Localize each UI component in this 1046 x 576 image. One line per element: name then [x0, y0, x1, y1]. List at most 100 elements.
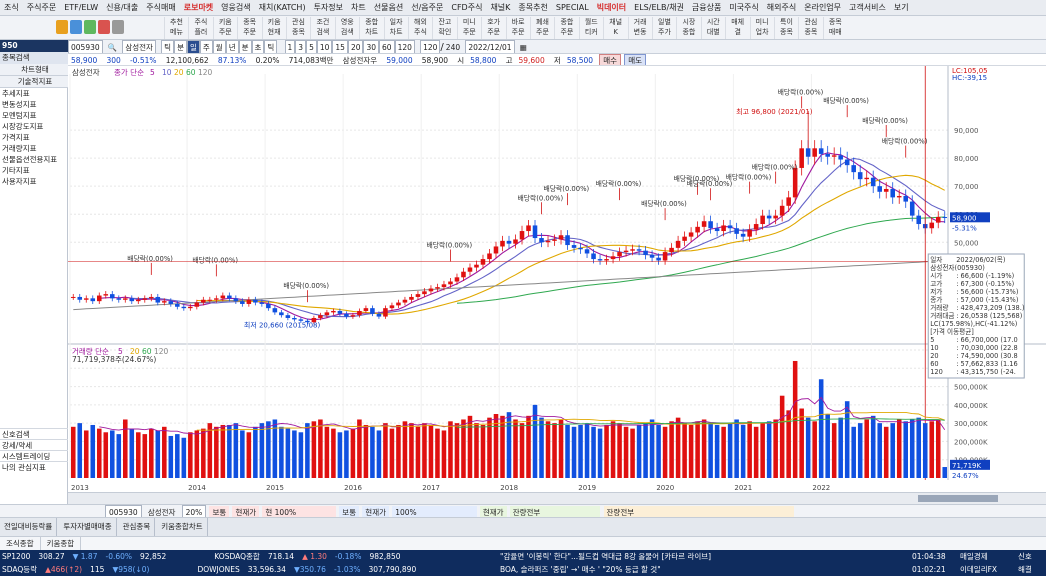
toolbar-button[interactable]: 거래 변동	[627, 17, 652, 39]
menu-item[interactable]: 선물옵션	[373, 3, 404, 12]
sidebar-bottom-item[interactable]: 강세/약세	[0, 439, 68, 451]
menu-item[interactable]: ETF/ELW	[64, 3, 99, 12]
toolbar-button[interactable]: 월드 티커	[578, 17, 603, 39]
box3-label[interactable]: 현재가	[479, 506, 507, 517]
sidebar-indicator-item[interactable]: 사용자지표	[2, 177, 37, 186]
window-tab[interactable]: 투자자별매매종	[59, 518, 117, 536]
sidebar-indicator-item[interactable]: 변동성지표	[2, 100, 37, 109]
menu-item[interactable]: 금융상품	[691, 3, 722, 12]
box1-status[interactable]: 현재가	[232, 506, 260, 517]
toolbar-button[interactable]: 종합 주문	[554, 17, 578, 39]
toolbar-button[interactable]: 해외 주식	[408, 17, 432, 39]
interval-button[interactable]: 30	[363, 40, 380, 53]
ticker-right1[interactable]: 신호	[1018, 552, 1032, 561]
menu-item[interactable]: 해외주식	[766, 3, 797, 12]
box2-status[interactable]: 현재가	[362, 506, 389, 517]
period-button[interactable]: 일	[186, 40, 200, 53]
menu-item[interactable]: 선/옵주문	[411, 3, 444, 12]
menu-item[interactable]: 신용/대출	[106, 3, 139, 12]
toolbar-button[interactable]: 채널 K	[603, 17, 627, 39]
sidebar-indicator-item[interactable]: 선물옵션전용지표	[2, 155, 58, 164]
menu-item[interactable]: 재치(KATCH)	[258, 3, 306, 12]
view-tab[interactable]: 키움종합	[41, 537, 82, 550]
news-line1[interactable]: "감율면 '이봉릭' 한다"...될드컵 역대급 8강 올물어 [카타르 라이브…	[500, 552, 712, 561]
menu-item[interactable]: 주식매매	[146, 3, 176, 12]
menu-item[interactable]: 조식	[4, 3, 19, 12]
box1-label[interactable]: 보통	[209, 506, 230, 517]
ticker-right2[interactable]: 해결	[1018, 565, 1032, 574]
period-button[interactable]: 년	[225, 40, 239, 53]
toolbar-button[interactable]: 미니 업차	[749, 17, 774, 39]
toolbar-app-icon[interactable]	[84, 20, 96, 34]
toolbar-button[interactable]: 미니 주문	[456, 17, 481, 39]
menu-item[interactable]: 빅데이터	[596, 3, 627, 12]
sidebar-bottom-item[interactable]: 시스템트레이딩	[0, 450, 68, 462]
toolbar-button[interactable]: 시간 대별	[700, 17, 725, 39]
code-input[interactable]: 005930	[68, 40, 103, 53]
toolbar-button[interactable]: 시장 종합	[676, 17, 700, 39]
interval-button[interactable]: 3	[295, 40, 307, 53]
menu-item[interactable]: 주식주문	[26, 3, 57, 12]
toolbar-app-icon[interactable]	[112, 20, 124, 34]
window-code[interactable]: 950	[0, 40, 68, 52]
menu-item[interactable]: 종목추천	[518, 3, 548, 12]
calendar-icon[interactable]: ▦	[519, 43, 527, 52]
period-button[interactable]: 틱	[161, 40, 175, 53]
sidebar-indicator-item[interactable]: 모멘텀지표	[2, 111, 37, 120]
menu-item[interactable]: SPECIAL	[555, 3, 589, 12]
toolbar-app-icon[interactable]	[98, 20, 110, 34]
toolbar-button[interactable]: 키움 현재	[261, 17, 286, 39]
toolbar-button[interactable]: 종합 차트	[359, 17, 383, 39]
menu-item[interactable]: CFD주식	[451, 3, 483, 12]
toolbar-button[interactable]: 일자 차트	[383, 17, 408, 39]
order-code[interactable]: 005930	[105, 505, 142, 517]
buy-button[interactable]: 매수	[599, 54, 622, 65]
date-input[interactable]: 2022/12/01	[465, 40, 515, 53]
period-button[interactable]: 분	[238, 40, 252, 53]
toolbar-button[interactable]: 관심 종목	[286, 17, 310, 39]
toolbar-app-icon[interactable]	[70, 20, 82, 34]
toolbar-app-icon[interactable]	[56, 20, 68, 34]
toolbar-button[interactable]: 매체 결	[725, 17, 749, 39]
order-pct[interactable]: 20%	[181, 505, 207, 517]
period-button[interactable]: 월	[212, 40, 226, 53]
sidebar-bottom-item[interactable]: 신호검색	[0, 428, 68, 440]
price-chart[interactable]: 90,00080,00070,00060,00050,000700,000K60…	[68, 66, 1046, 492]
interval-button[interactable]: 15	[332, 40, 348, 53]
toolbar-button[interactable]: 종목 매매	[822, 17, 847, 39]
period-button[interactable]: 분	[174, 40, 187, 53]
toolbar-button[interactable]: 종목 주문	[237, 17, 261, 39]
menu-item[interactable]: 미국주식	[729, 3, 759, 12]
menu-item[interactable]: 투자정보	[313, 3, 344, 12]
toolbar-button[interactable]: 일별 주가	[652, 17, 676, 39]
toolbar-button[interactable]: 키움 주문	[212, 17, 237, 39]
scroll-thumb[interactable]	[918, 495, 998, 502]
interval-button[interactable]: 5	[306, 40, 317, 53]
menu-item[interactable]: 온라인업무	[804, 3, 842, 12]
box1-status2[interactable]: 현 100%	[262, 506, 337, 517]
view-tab[interactable]: 조식종합	[0, 537, 41, 550]
menu-item[interactable]: 차트	[351, 3, 366, 12]
interval-button[interactable]: 60	[379, 40, 395, 53]
window-tab[interactable]: 전일대비등락률	[0, 518, 58, 536]
box3-status[interactable]: 잔량전부	[509, 506, 601, 517]
menu-item[interactable]: 로보마켓	[183, 3, 214, 12]
sidebar-indicator-item[interactable]: 가격지표	[2, 133, 30, 142]
box4[interactable]: 잔량전부	[603, 506, 795, 517]
count-input[interactable]: 120	[420, 40, 441, 53]
sell-button[interactable]: 매도	[624, 54, 647, 65]
search-icon[interactable]: 🔍	[107, 43, 118, 52]
interval-button[interactable]: 10	[316, 40, 333, 53]
toolbar-button[interactable]: 폐쇄 주문	[530, 17, 554, 39]
period-button[interactable]: 주	[199, 40, 213, 53]
toolbar-button[interactable]: 잔고 확인	[432, 17, 456, 39]
sidebar-indicator-item[interactable]: 기타지표	[2, 166, 30, 175]
toolbar-button[interactable]: 조건 검색	[310, 17, 334, 39]
sidebar-bottom-item[interactable]: 나의 관심지표	[0, 461, 68, 473]
interval-button[interactable]: 20	[347, 40, 364, 53]
box2-pct[interactable]: 100%	[392, 506, 477, 517]
sidebar-indicator-item[interactable]: 거래량지표	[2, 144, 37, 153]
interval-button[interactable]: 1	[284, 40, 296, 53]
sidebar-indicator-item[interactable]: 추세지표	[2, 89, 30, 98]
news-line2[interactable]: BOA, 슬라퍼즈 '중립' →' 매수 ' "20% 등급 할 것"	[500, 565, 661, 574]
